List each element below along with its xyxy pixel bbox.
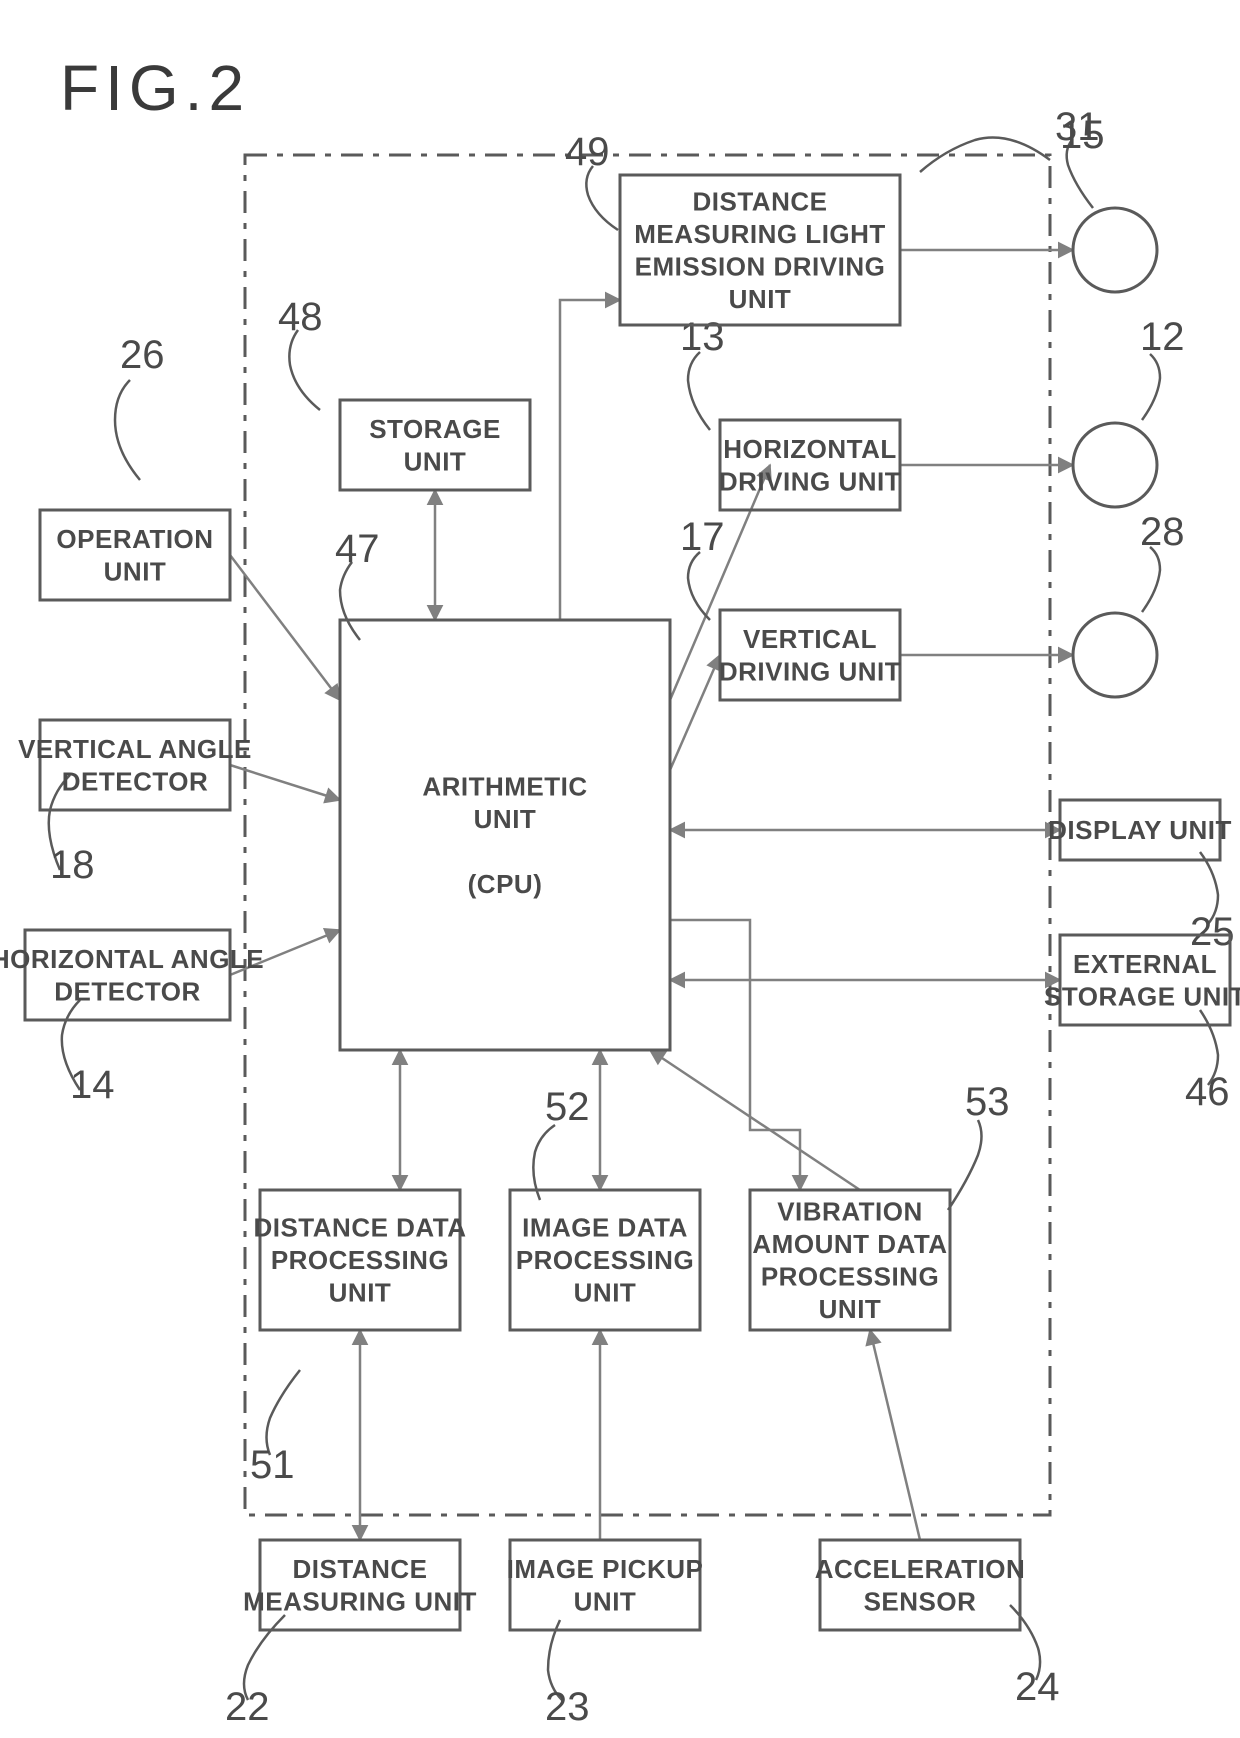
cpu-label-1: UNIT <box>474 804 537 834</box>
operation_unit: OPERATIONUNIT <box>40 510 230 600</box>
svg-text:52: 52 <box>545 1085 590 1129</box>
circles-layer <box>1073 208 1157 697</box>
storage_unit-label-1: UNIT <box>404 446 467 476</box>
connectors <box>230 250 1073 1540</box>
storage_unit-label-0: STORAGE <box>369 414 501 444</box>
image_data_proc-label-1: PROCESSING <box>516 1245 694 1275</box>
dist_meas_unit-label-1: MEASURING UNIT <box>243 1586 477 1616</box>
dist_light_drv-label-1: MEASURING LIGHT <box>634 219 886 249</box>
accel_sensor-label-0: ACCELERATION <box>815 1554 1026 1584</box>
svg-text:46: 46 <box>1185 1070 1230 1114</box>
image_data_proc: IMAGE DATAPROCESSINGUNIT <box>510 1190 700 1330</box>
operation_unit-label-1: UNIT <box>104 556 167 586</box>
vertical_angle_det-label-1: DETECTOR <box>62 766 209 796</box>
storage_unit: STORAGEUNIT <box>340 400 530 490</box>
vibration_proc-label-3: UNIT <box>819 1294 882 1324</box>
vibration_proc-label-2: PROCESSING <box>761 1261 939 1291</box>
horizontal_angle_det-label-1: DETECTOR <box>54 976 201 1006</box>
vibration_proc: VIBRATIONAMOUNT DATAPROCESSINGUNIT <box>750 1190 950 1330</box>
vert_drv-label-1: DRIVING UNIT <box>719 656 901 686</box>
operation_unit-label-0: OPERATION <box>56 524 213 554</box>
external_storage-label-1: STORAGE UNIT <box>1044 981 1240 1011</box>
image_pickup-label-1: UNIT <box>574 1586 637 1616</box>
accel_sensor-label-1: SENSOR <box>864 1586 977 1616</box>
svg-text:49: 49 <box>565 130 610 174</box>
c31 <box>1073 208 1157 292</box>
dist_data_proc: DISTANCE DATAPROCESSINGUNIT <box>253 1190 466 1330</box>
svg-text:18: 18 <box>50 843 95 887</box>
leaders <box>49 138 1218 1701</box>
vert_drv-label-0: VERTICAL <box>743 624 877 654</box>
vibration_proc-label-1: AMOUNT DATA <box>752 1229 947 1259</box>
vert_drv: VERTICALDRIVING UNIT <box>719 610 901 700</box>
horiz_drv: HORIZONTALDRIVING UNIT <box>719 420 901 510</box>
dist_data_proc-label-0: DISTANCE DATA <box>253 1213 466 1243</box>
svg-text:24: 24 <box>1015 1665 1060 1709</box>
display_unit-label-0: DISPLAY UNIT <box>1048 815 1232 845</box>
external_storage-label-0: EXTERNAL <box>1073 949 1217 979</box>
c12 <box>1073 423 1157 507</box>
svg-text:25: 25 <box>1190 910 1235 954</box>
dist_data_proc-label-2: UNIT <box>329 1278 392 1308</box>
vertical_angle_det-label-0: VERTICAL ANGLE <box>18 734 252 764</box>
svg-text:47: 47 <box>335 527 380 571</box>
svg-text:14: 14 <box>70 1063 115 1107</box>
svg-text:26: 26 <box>120 333 165 377</box>
display_unit: DISPLAY UNIT <box>1048 800 1232 860</box>
svg-text:12: 12 <box>1140 315 1185 359</box>
dist_light_drv-label-3: UNIT <box>729 284 792 314</box>
svg-text:22: 22 <box>225 1685 270 1729</box>
external_storage: EXTERNALSTORAGE UNIT <box>1044 935 1240 1025</box>
horiz_drv-label-0: HORIZONTAL <box>723 434 897 464</box>
cpu-label-3: (CPU) <box>468 869 543 899</box>
dist_meas_unit: DISTANCEMEASURING UNIT <box>243 1540 477 1630</box>
svg-text:13: 13 <box>680 315 725 359</box>
cpu: ARITHMETICUNIT (CPU) <box>340 620 670 1050</box>
svg-text:17: 17 <box>680 515 725 559</box>
dist_data_proc-label-1: PROCESSING <box>271 1245 449 1275</box>
cpu-label-0: ARITHMETIC <box>422 771 587 801</box>
image_pickup-label-0: IMAGE PICKUP <box>507 1554 704 1584</box>
ref-numbers: 15 26 18 14 48 47 49 13 17 25 46 51 52 5… <box>50 105 1235 1729</box>
dist_meas_unit-label-0: DISTANCE <box>293 1554 428 1584</box>
image_pickup: IMAGE PICKUPUNIT <box>507 1540 704 1630</box>
horizontal_angle_det: HORIZONTAL ANGLEDETECTOR <box>0 930 264 1020</box>
vertical_angle_det: VERTICAL ANGLEDETECTOR <box>18 720 252 810</box>
svg-text:53: 53 <box>965 1080 1010 1124</box>
boxes-layer: OPERATIONUNITVERTICAL ANGLEDETECTORHORIZ… <box>0 175 1240 1630</box>
horiz_drv-label-1: DRIVING UNIT <box>719 466 901 496</box>
accel_sensor: ACCELERATIONSENSOR <box>815 1540 1026 1630</box>
container-box <box>245 155 1050 1515</box>
svg-text:28: 28 <box>1140 510 1185 554</box>
dist_light_drv-label-2: EMISSION DRIVING <box>635 251 886 281</box>
figure-title: FIG.2 <box>60 52 250 124</box>
vibration_proc-label-0: VIBRATION <box>777 1196 923 1226</box>
image_data_proc-label-0: IMAGE DATA <box>522 1213 688 1243</box>
svg-text:23: 23 <box>545 1685 590 1729</box>
svg-text:48: 48 <box>278 295 323 339</box>
dist_light_drv: DISTANCEMEASURING LIGHTEMISSION DRIVINGU… <box>620 175 900 325</box>
svg-text:31: 31 <box>1055 105 1100 149</box>
dist_light_drv-label-0: DISTANCE <box>693 186 828 216</box>
diagram: FIG.2 <box>0 0 1240 1738</box>
svg-text:51: 51 <box>250 1443 295 1487</box>
horizontal_angle_det-label-0: HORIZONTAL ANGLE <box>0 944 264 974</box>
image_data_proc-label-2: UNIT <box>574 1278 637 1308</box>
c28 <box>1073 613 1157 697</box>
